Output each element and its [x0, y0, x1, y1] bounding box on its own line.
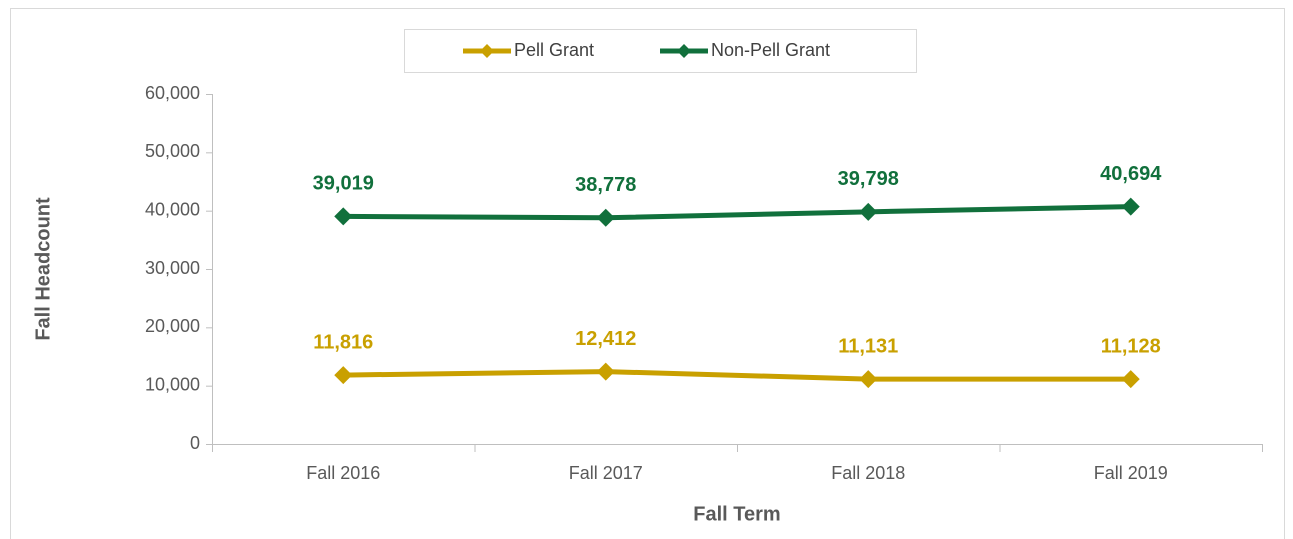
- x-tick-label: Fall 2016: [306, 463, 380, 483]
- value-label: 12,412: [575, 328, 636, 350]
- value-label: 11,816: [313, 331, 373, 353]
- y-tick-label: 0: [190, 433, 200, 453]
- chart-border: [10, 8, 1285, 539]
- value-label: 40,694: [1100, 163, 1162, 185]
- series-line: [343, 204, 1131, 221]
- legend-marker: [480, 44, 494, 58]
- y-tick-label: 20,000: [145, 316, 200, 336]
- value-label: 11,128: [1101, 335, 1161, 357]
- marker: [334, 366, 353, 385]
- y-tick-label: 50,000: [145, 141, 200, 161]
- value-label: 38,778: [575, 174, 636, 196]
- x-tick-label: Fall 2018: [831, 463, 905, 483]
- y-tick-label: 30,000: [145, 258, 200, 278]
- series-line: [343, 369, 1131, 382]
- x-axis-title: Fall Term: [693, 503, 780, 525]
- marker: [1121, 197, 1140, 216]
- y-tick-label: 40,000: [145, 199, 200, 219]
- legend-marker: [677, 44, 691, 58]
- y-tick-label: 10,000: [145, 374, 200, 394]
- x-tick-label: Fall 2017: [569, 463, 643, 483]
- marker: [596, 208, 615, 227]
- marker: [859, 202, 878, 221]
- y-axis-title: Fall Headcount: [32, 197, 54, 341]
- marker: [596, 362, 615, 381]
- value-label: 39,798: [838, 168, 899, 190]
- y-tick-label: 60,000: [145, 83, 200, 103]
- value-label: 39,019: [313, 173, 374, 195]
- value-label: 11,131: [838, 335, 898, 357]
- marker: [334, 207, 353, 226]
- marker: [1121, 370, 1140, 389]
- x-tick-label: Fall 2019: [1094, 463, 1168, 483]
- marker: [859, 370, 878, 389]
- legend-label: Pell Grant: [514, 40, 594, 60]
- legend-label: Non-Pell Grant: [711, 40, 830, 60]
